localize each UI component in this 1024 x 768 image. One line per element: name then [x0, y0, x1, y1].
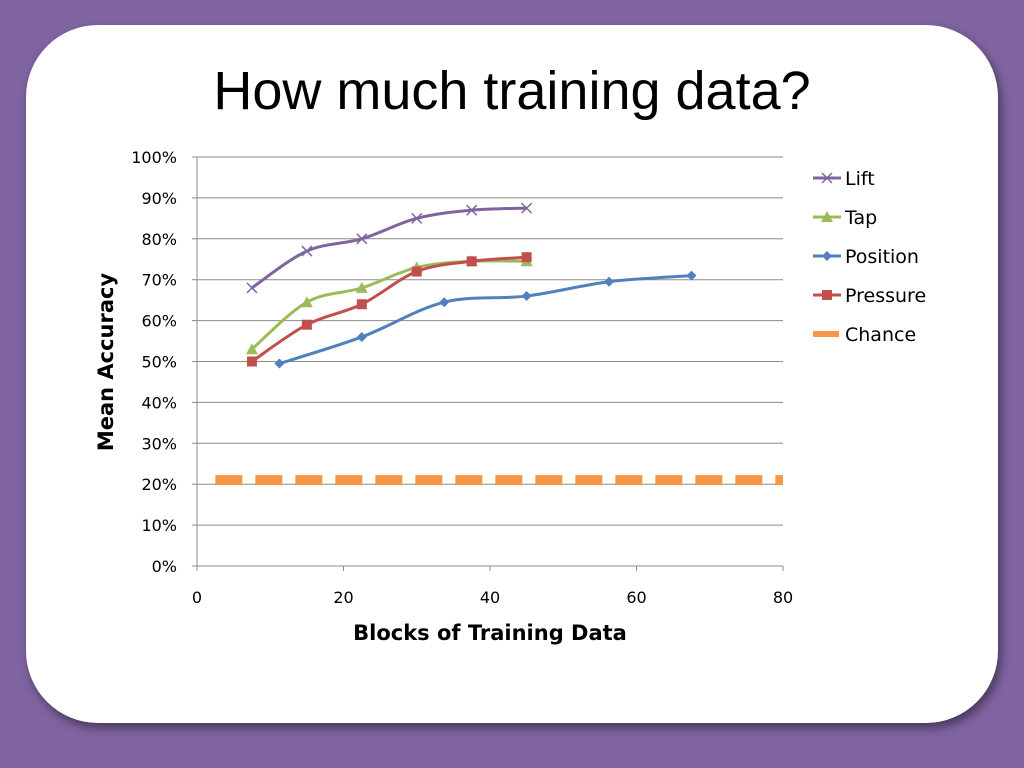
lift-data-point [246, 282, 258, 294]
pressure-data-point [466, 256, 477, 267]
tap-series-line [250, 259, 527, 351]
y-tick-label: 20% [141, 475, 177, 494]
legend-item-pressure: Pressure [813, 285, 926, 307]
lift-data-point [356, 233, 368, 245]
y-axis-label: Mean Accuracy [94, 273, 118, 452]
lift-series-line [251, 206, 527, 290]
y-tick-label: 0% [152, 557, 177, 576]
y-tick-label: 100% [131, 148, 177, 167]
tap-data-point [355, 281, 368, 293]
slide-card [26, 25, 998, 723]
position-data-point [439, 297, 450, 308]
x-axis-label: Blocks of Training Data [353, 621, 627, 645]
lift-data-point [301, 245, 313, 257]
y-tick-label: 40% [141, 393, 177, 412]
legend-label-pressure: Pressure [845, 285, 926, 307]
position-data-point [686, 270, 697, 281]
position-data-point [604, 276, 615, 287]
tap-data-point [300, 296, 313, 308]
y-tick-label: 80% [141, 230, 177, 249]
pressure-data-point [521, 252, 532, 263]
legend-label-tap: Tap [844, 207, 877, 229]
y-tick-label: 90% [141, 189, 177, 208]
legend-item-chance: Chance [813, 324, 916, 346]
position-data-point [521, 291, 532, 302]
legend-label-position: Position [845, 246, 919, 268]
pressure-data-point [356, 299, 367, 310]
legend-item-tap: Tap [813, 207, 877, 229]
x-tick-label: 80 [773, 588, 793, 607]
legend-marker-position [822, 251, 832, 261]
legend-marker-tap [821, 211, 833, 222]
x-tick-label: 40 [480, 588, 500, 607]
legend-item-lift: Lift [813, 168, 875, 190]
y-tick-label: 50% [141, 353, 177, 372]
position-data-point [274, 358, 285, 369]
x-tick-label: 20 [333, 588, 353, 607]
y-tick-label: 30% [141, 434, 177, 453]
lift-data-point [466, 204, 478, 216]
position-data-point [356, 331, 367, 342]
legend-marker-pressure [822, 290, 832, 300]
pressure-data-point [246, 356, 257, 367]
y-tick-label: 60% [141, 312, 177, 331]
slide-title: How much training data? [213, 61, 811, 121]
tap-data-point [245, 343, 258, 355]
lift-data-point [411, 212, 423, 224]
pressure-data-point [301, 319, 312, 330]
legend-label-chance: Chance [845, 324, 916, 346]
legend-marker-lift [821, 172, 833, 184]
lift-data-point [521, 202, 533, 214]
y-tick-label: 10% [141, 516, 177, 535]
legend-item-position: Position [813, 246, 919, 268]
position-series-line [278, 274, 692, 365]
y-tick-label: 70% [141, 271, 177, 290]
x-tick-label: 0 [192, 588, 202, 607]
pressure-data-point [411, 266, 422, 277]
legend-label-lift: Lift [845, 168, 875, 190]
pressure-series-line [251, 255, 527, 363]
x-tick-label: 60 [626, 588, 646, 607]
